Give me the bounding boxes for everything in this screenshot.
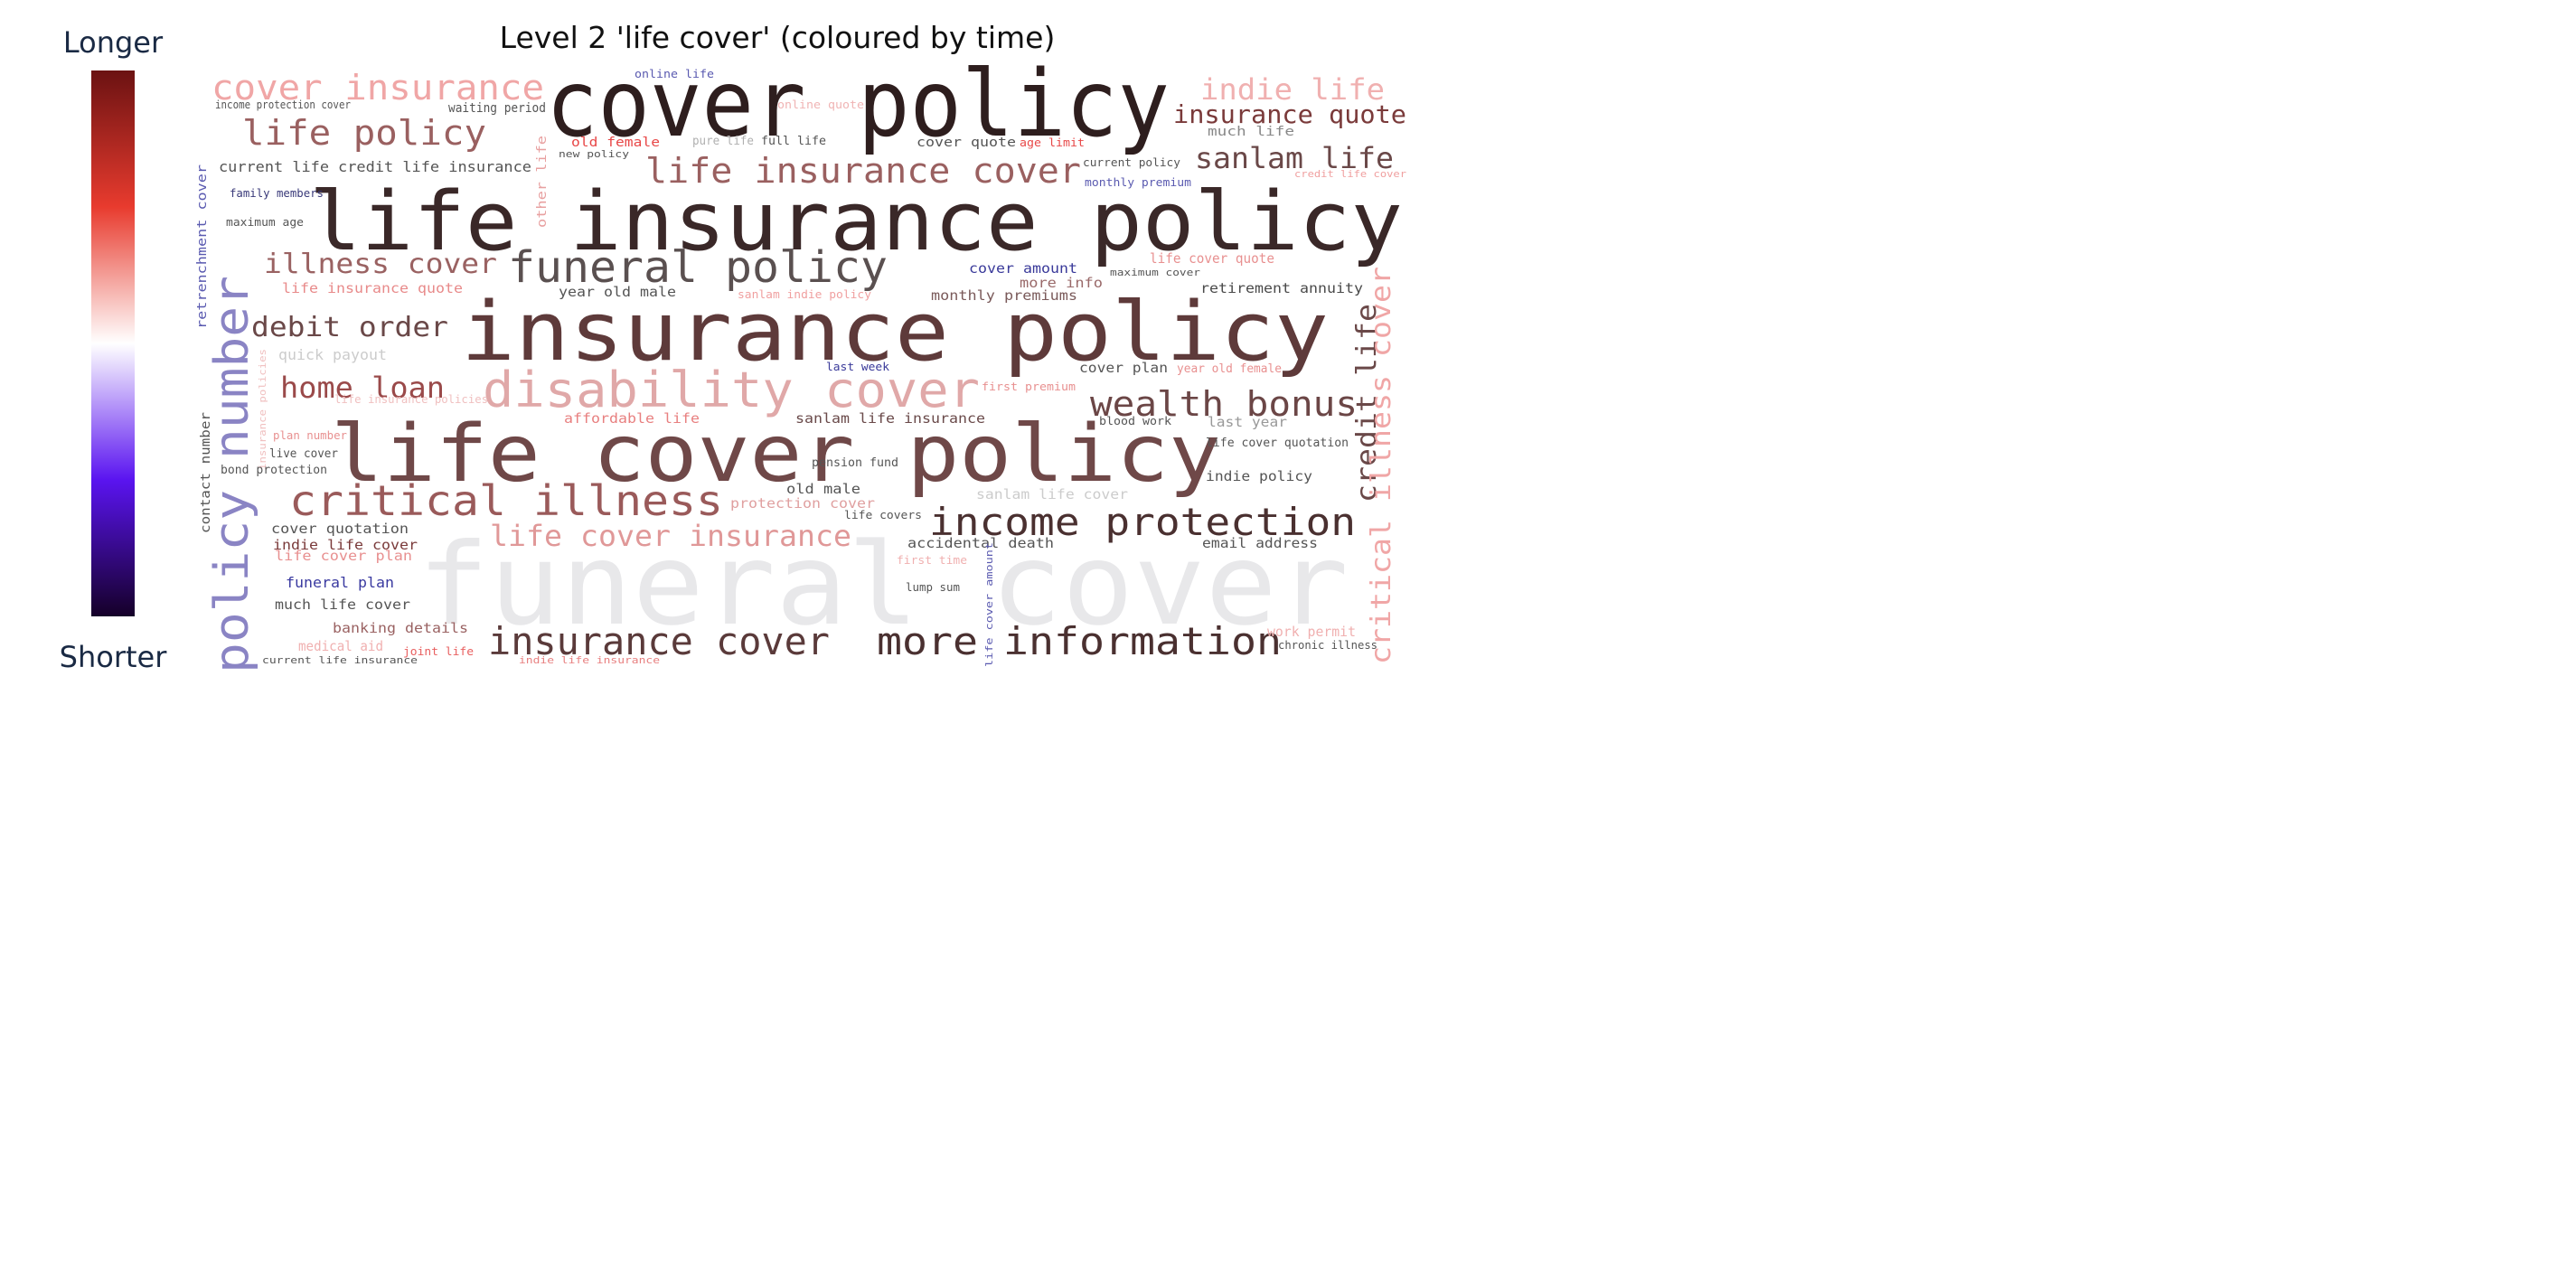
cloud-word: sanlam life insurance [795,410,985,427]
cloud-word: much life cover [275,596,410,613]
cloud-word: cover plan [1079,360,1168,376]
cloud-word: life policy [242,113,486,153]
cloud-word: cover quote [917,136,1016,150]
cloud-word: life insurance policy [309,174,1403,269]
cloud-word: accidental death [907,535,1054,551]
cloud-word: affordable life [564,410,700,427]
cloud-word: critical illness [289,476,723,525]
cloud-word: old male [786,481,860,497]
cloud-word: income protection cover [215,99,351,111]
cloud-word: life covers [844,509,922,521]
cloud-word: disability cover [483,362,980,418]
cloud-word: banking details [333,620,468,636]
cloud-word: contact number [199,412,213,533]
cloud-word: debit order [251,312,448,343]
cloud-word: funeral plan [286,574,394,591]
cloud-word: more information [877,619,1282,663]
cloud-word: maximum cover [1110,267,1200,278]
cloud-word: income protection [929,500,1356,544]
cloud-word: last year [1208,414,1287,430]
cloud-word: old female [571,136,660,150]
cloud-word: cover policy [546,51,1170,158]
colorbar-bottom-label: Shorter [59,640,167,674]
cloud-word: live cover [269,447,338,461]
cloud-word: life cover plan [275,548,412,564]
cloud-word: insurance cover [488,619,830,663]
cloud-word: last week [826,361,890,373]
cloud-word: life cover quotation [1206,437,1349,450]
cloud-word: illness cover [264,249,497,280]
cloud-word: joint life [403,645,474,658]
cloud-word: critical illness cover [1366,267,1397,664]
cloud-word: policy number [205,276,259,673]
cloud-word: funeral policy [508,242,888,293]
cloud-word: age limit [1020,136,1085,149]
cloud-word: year old male [559,284,676,300]
cloud-word: plan number [273,429,347,442]
cloud-word: blood work [1099,415,1172,427]
cloud-word: quick payout [278,346,387,363]
cloud-word: first premium [982,380,1076,393]
cloud-word: indie life insurance [519,654,660,666]
cloud-word: pension fund [812,456,898,470]
cloud-word: new policy [559,148,629,160]
cloud-word: wealth bonus [1090,384,1358,424]
cloud-word: insurance quote [1173,99,1406,129]
cloud-word: cover amount [969,260,1077,277]
cloud-word: insurance policies [257,349,268,470]
chart-title: Level 2 'life cover' (coloured by time) [499,20,1056,55]
cloud-word: sanlam life cover [976,486,1128,503]
cloud-word: first time [897,554,967,567]
cloud-word: medical aid [298,638,383,654]
cloud-word: current life insurance [262,654,418,666]
cloud-word: current policy [1083,156,1180,169]
cloud-word: insurance policy [461,285,1329,380]
cloud-word: retrenchment cover [195,164,210,329]
cloud-word: life cover quote [1150,250,1274,267]
cloud-word: chronic illness [1278,639,1377,652]
cloud-word: full life [761,135,826,148]
cloud-word: credit life cover [1294,168,1406,180]
cloud-word: monthly premium [1085,176,1191,189]
colorbar [91,70,135,616]
cloud-word: email address [1202,535,1318,551]
cloud-word: life insurance policies [334,393,488,406]
cloud-word: current life [219,158,329,175]
cloud-word: indie life [1200,72,1385,107]
cloud-word: indie life cover [273,537,418,553]
cloud-word: life cover policy [331,408,1221,500]
cloud-word: cover quotation [271,521,409,537]
cloud-word: family members [230,187,324,200]
cloud-word: sanlam life [1195,141,1394,175]
cloud-word: other life [535,136,550,228]
cloud-word: indie policy [1206,468,1312,484]
cloud-word: online life [635,68,714,80]
cloud-word: lump sum [906,581,960,594]
cloud-word: retirement annuity [1200,280,1363,296]
cloud-word: life cover amount [983,542,995,667]
cloud-word: life insurance quote [282,280,463,296]
cloud-word: work permit [1267,624,1356,640]
cloud-word: pure life [692,135,754,148]
cloud-word: cover insurance [212,68,544,108]
cloud-word: online quote [777,99,864,111]
cloud-word: protection cover [730,495,875,512]
cloud-word: monthly premiums [931,287,1077,304]
cloud-word: waiting period [448,101,546,116]
cloud-word: year old female [1177,362,1282,376]
cloud-word: bond protection [221,464,327,477]
cloud-word: credit life [1351,304,1383,503]
cloud-word: funeral cover [418,520,1349,651]
cloud-word: home loan [280,371,445,405]
cloud-word: much life [1208,125,1294,139]
cloud-word: more info [1020,275,1103,291]
colorbar-top-label: Longer [62,25,164,60]
cloud-word: maximum age [226,216,304,229]
cloud-word: life cover insurance [490,519,851,553]
cloud-word: credit life insurance [338,158,531,175]
cloud-word: life insurance cover [645,151,1081,191]
cloud-word: sanlam indie policy [738,288,871,301]
